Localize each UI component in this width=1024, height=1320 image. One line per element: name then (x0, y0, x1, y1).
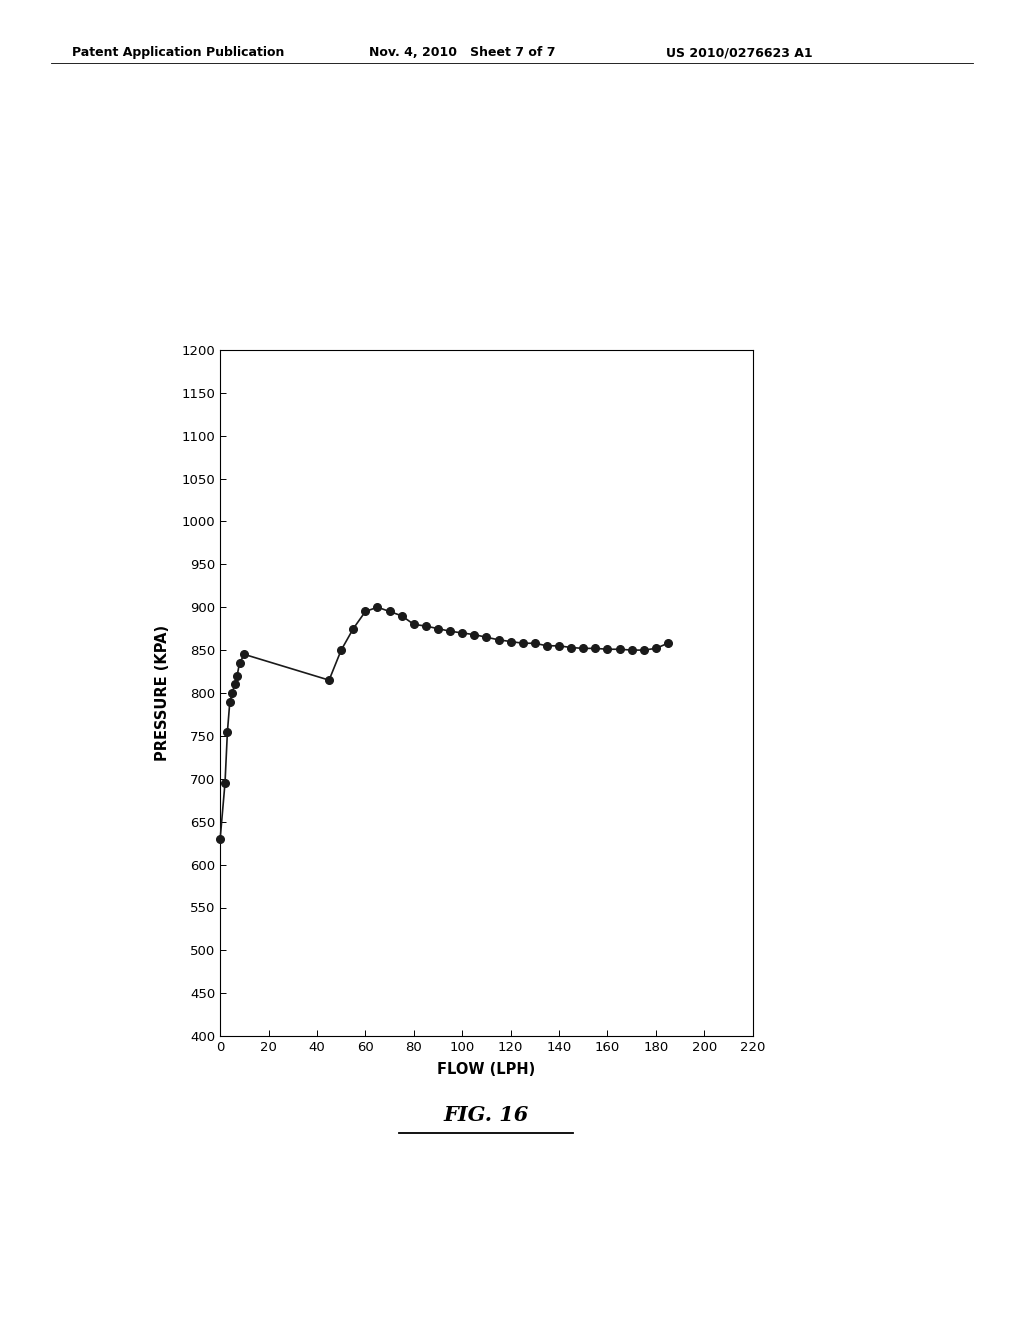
Text: Nov. 4, 2010   Sheet 7 of 7: Nov. 4, 2010 Sheet 7 of 7 (369, 46, 555, 59)
Text: US 2010/0276623 A1: US 2010/0276623 A1 (666, 46, 812, 59)
Y-axis label: PRESSURE (KPA): PRESSURE (KPA) (156, 624, 170, 762)
Text: FIG. 16: FIG. 16 (443, 1105, 529, 1126)
Text: Patent Application Publication: Patent Application Publication (72, 46, 284, 59)
X-axis label: FLOW (LPH): FLOW (LPH) (437, 1063, 536, 1077)
